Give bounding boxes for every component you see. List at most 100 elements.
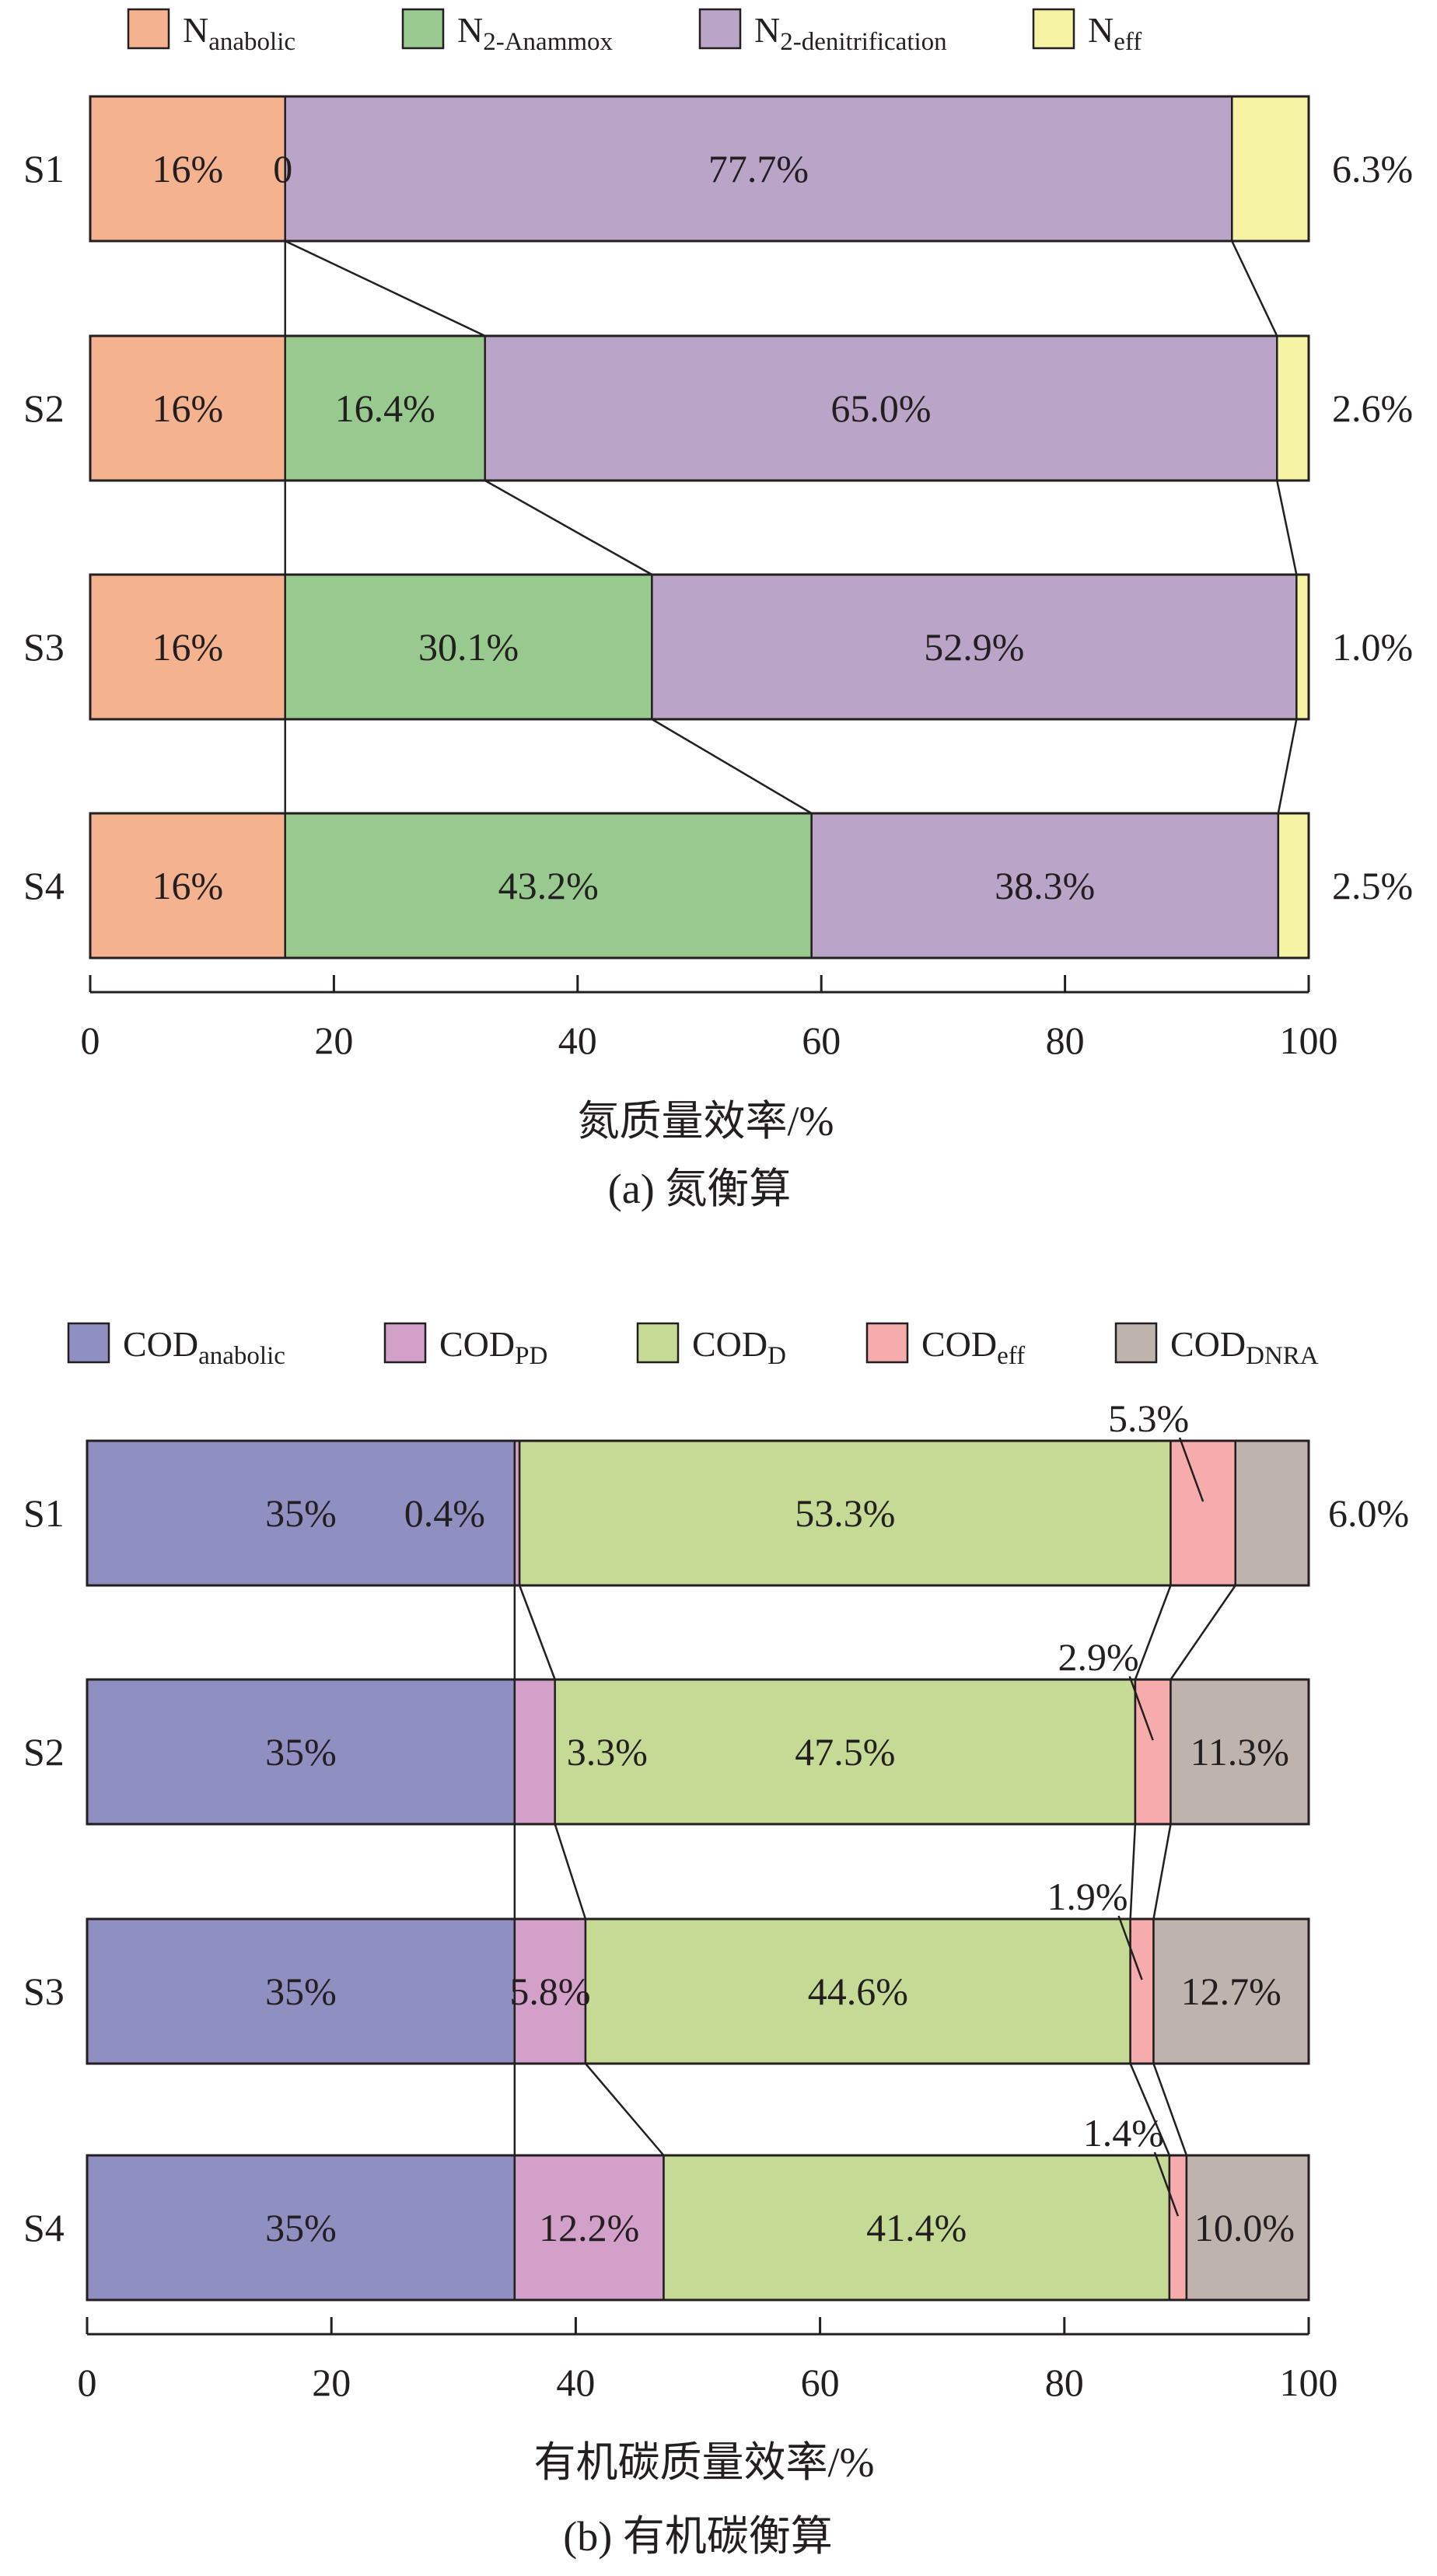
data-label-cod-eff: 5.3% — [1108, 1396, 1189, 1440]
x-tick-label: 80 — [1046, 1019, 1085, 1062]
data-label-cod-pd: 3.3% — [567, 1730, 648, 1774]
connector-line — [1231, 240, 1278, 337]
data-label-cod-anabolic: 35% — [265, 1730, 337, 1774]
legend-label-cod-d: CODD — [692, 1324, 786, 1370]
data-label-n-anammox: 16.4% — [335, 386, 435, 430]
x-tick-label: 0 — [81, 1019, 100, 1062]
bar-frame — [86, 1917, 1310, 2065]
connector-line — [1152, 1823, 1172, 1920]
bar-row-s4: S4 — [23, 812, 1310, 959]
bar-segment-n-anabolic — [89, 95, 286, 243]
connector-line — [1152, 2063, 1188, 2156]
category-label: S1 — [23, 147, 65, 190]
connector-line — [518, 1585, 556, 1680]
category-label: S4 — [23, 864, 65, 907]
data-label-cod-eff: 1.9% — [1047, 1875, 1128, 1918]
data-label-cod-dnra: 6.0% — [1328, 1491, 1409, 1535]
legend-swatch-n-anammox — [401, 8, 445, 50]
bar-segment-cod-anabolic — [86, 1678, 516, 1826]
connector-line — [1134, 1585, 1172, 1680]
bar-segment-cod-dnra — [1170, 1678, 1310, 1826]
data-label-n-anabolic: 16% — [152, 147, 224, 190]
category-label: S4 — [23, 2206, 65, 2249]
callout-leader — [1128, 1676, 1154, 1741]
x-tick-label: 100 — [1280, 1019, 1338, 1062]
connector-line — [484, 479, 653, 576]
bar-segment-n-eff — [1276, 334, 1310, 482]
bar-frame — [89, 334, 1310, 482]
data-label-cod-d: 41.4% — [866, 2206, 967, 2249]
data-label-n-eff: 6.3% — [1332, 147, 1413, 190]
bar-segment-n-denitrification — [484, 334, 1278, 482]
data-label-n-anabolic: 16% — [152, 625, 224, 669]
connector-line — [1170, 1585, 1236, 1680]
cod-balance-chart: CODanabolic CODPD CODD CODeff CODDNRA S1 S2 S3 S… — [23, 1322, 1409, 2560]
bar-segment-cod-pd — [513, 1917, 587, 2065]
legend-label-n-anammox: N2-Anammox — [457, 10, 614, 56]
x-tick-label: 40 — [558, 1019, 597, 1062]
bar-segment-n-anabolic — [89, 812, 286, 959]
bar-frame — [89, 95, 1310, 243]
bar-segment-n-eff — [1295, 573, 1310, 721]
legend-label-cod-anabolic: CODanabolic — [123, 1324, 285, 1370]
legend-swatch-n-eff — [1032, 8, 1075, 50]
data-label-cod-d: 53.3% — [795, 1491, 895, 1535]
data-label-cod-anabolic: 35% — [265, 1970, 337, 2013]
connector-line — [1129, 2063, 1171, 2156]
callout-leader — [1117, 1915, 1143, 1980]
data-label-n-denitrification: 38.3% — [995, 864, 1095, 907]
legend-swatch-cod-d — [636, 1322, 680, 1364]
data-label-cod-dnra: 11.3% — [1191, 1730, 1289, 1774]
bar-frame — [89, 573, 1310, 721]
connector-line — [1277, 718, 1298, 814]
x-tick-label: 20 — [314, 1019, 353, 1062]
connector-line — [651, 718, 813, 815]
bar-frame — [86, 1678, 1310, 1826]
bar-row-s2: S2 — [23, 334, 1310, 482]
bar-segment-cod-anabolic — [86, 1917, 516, 2065]
x-tick-label: 0 — [78, 2361, 97, 2404]
data-label-cod-eff: 2.9% — [1058, 1635, 1139, 1679]
data-label-cod-anabolic: 35% — [265, 2206, 337, 2249]
x-tick-label: 20 — [312, 2361, 351, 2404]
legend-label-n-denitrification: N2-denitrification — [754, 10, 947, 56]
category-label: S2 — [23, 386, 65, 430]
x-tick-label: 80 — [1045, 2361, 1084, 2404]
bar-row-s4: S4 — [23, 2154, 1310, 2302]
x-tick-label: 60 — [801, 2361, 840, 2404]
bar-segment-cod-pd — [513, 1678, 556, 1826]
data-label-cod-d: 44.6% — [808, 1970, 908, 2013]
figure-caption: (b) 有机碳衡算 — [563, 2513, 832, 2560]
x-axis-label: 氮质量效率/% — [578, 1098, 834, 1145]
data-label-n-eff: 1.0% — [1332, 625, 1413, 669]
category-label: S2 — [23, 1730, 65, 1774]
bar-segment-cod-dnra — [1234, 1439, 1310, 1587]
connector-line — [1129, 1823, 1137, 1920]
legend-swatch-cod-eff — [865, 1322, 909, 1364]
bar-segment-cod-anabolic — [86, 1439, 516, 1587]
callout-leader — [1178, 1437, 1204, 1502]
data-label-n-eff: 2.6% — [1332, 386, 1413, 430]
data-label-cod-anabolic: 35% — [265, 1491, 337, 1535]
bar-frame — [86, 2154, 1310, 2302]
data-label-n-denitrification: 65.0% — [830, 386, 931, 430]
connector-line — [285, 239, 486, 337]
bar-segment-cod-eff — [1168, 2154, 1188, 2302]
legend-swatch-n-denitrification — [698, 8, 742, 50]
bar-segment-cod-anabolic — [86, 2154, 516, 2302]
bar-frame — [89, 812, 1310, 959]
bar-segment-cod-d — [584, 1917, 1131, 2065]
legend-label-n-eff: Neff — [1088, 10, 1142, 56]
data-label-n-denitrification: 52.9% — [924, 625, 1024, 669]
data-label-n-eff: 2.5% — [1332, 864, 1413, 907]
x-tick-label: 100 — [1280, 2361, 1338, 2404]
connector-line — [1276, 480, 1298, 575]
data-label-n-denitrification: 77.7% — [708, 147, 809, 190]
data-label-n-anammox: 30.1% — [418, 625, 519, 669]
category-label: S3 — [23, 625, 65, 669]
bar-segment-cod-eff — [1170, 1439, 1236, 1587]
data-label-n-anabolic: 16% — [152, 864, 224, 907]
connector-line — [585, 2063, 665, 2156]
bar-row-s3: S3 — [23, 1917, 1310, 2065]
